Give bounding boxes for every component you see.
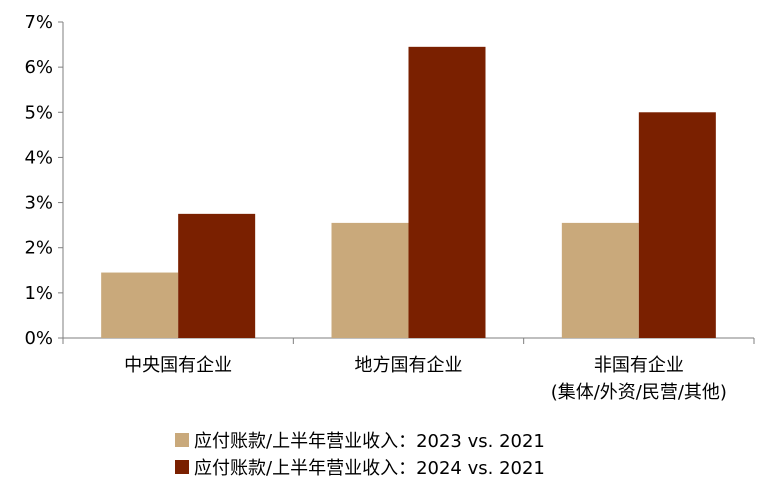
x-axis xyxy=(62,337,755,344)
y-tick-label: 2% xyxy=(24,238,53,259)
bar-series-1-category-2 xyxy=(331,222,409,338)
y-tick-label: 1% xyxy=(24,283,53,304)
bar-series-1-category-3 xyxy=(561,222,639,338)
category-label: 中央国有企业 xyxy=(124,355,232,376)
y-tick-label: 7% xyxy=(24,12,53,33)
y-tick-label: 5% xyxy=(24,102,53,123)
bar-series-2-category-1 xyxy=(178,213,256,338)
category-label: (集体/外资/民营/其他) xyxy=(551,382,727,403)
category-label: 非国有企业 xyxy=(594,355,684,376)
bar-series-2-category-2 xyxy=(408,46,486,338)
legend-label: 应付账款/上半年营业收入：2023 vs. 2021 xyxy=(194,431,545,452)
y-tick-label: 4% xyxy=(24,147,53,168)
y-tick-label: 6% xyxy=(24,57,53,78)
category-labels: 中央国有企业 地方国有企业 非国有企业 (集体/外资/民营/其他) xyxy=(124,355,727,403)
bar-series-1-category-1 xyxy=(101,272,179,338)
legend-swatch xyxy=(175,460,189,474)
category-label: 地方国有企业 xyxy=(355,355,463,376)
bars xyxy=(101,46,716,339)
y-tick-label: 0% xyxy=(24,328,53,349)
legend-label: 应付账款/上半年营业收入：2024 vs. 2021 xyxy=(194,458,545,479)
bar-series-2-category-3 xyxy=(638,112,716,339)
legend-swatch xyxy=(175,433,189,447)
y-tick-label: 3% xyxy=(24,193,53,214)
y-axis: 0% 1% 2% 3% 4% 5% 6% 7% xyxy=(24,12,64,349)
legend: 应付账款/上半年营业收入：2023 vs. 2021 应付账款/上半年营业收入：2… xyxy=(175,431,545,479)
